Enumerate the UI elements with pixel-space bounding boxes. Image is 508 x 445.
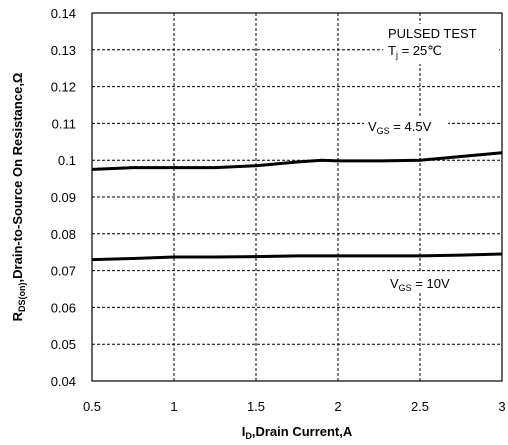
y-tick-labels: 0.04 0.05 0.06 0.07 0.08 0.09 0.1 0.11 0.12 0.13 0…	[51, 6, 76, 389]
series-label-1: VGS = 4.5V	[368, 119, 432, 136]
y-axis-title-main: R	[10, 311, 25, 321]
x-tick-label: 2.5	[411, 399, 429, 414]
series-label-bg-2	[386, 273, 466, 293]
y-tick-label: 0.06	[51, 300, 76, 315]
x-tick-label: 2	[334, 399, 341, 414]
y-axis-title-rest: ,Drain-to-Source On Resistance,Ω	[10, 73, 25, 283]
series-label-bg-1	[364, 116, 448, 136]
series-label-1-main: V	[368, 119, 377, 134]
series-line-1	[91, 151, 503, 171]
series-label-2-main: V	[390, 276, 399, 291]
series-label-2: VGS = 10V	[390, 276, 450, 293]
series-line-2	[91, 252, 503, 262]
tj-rest: = 25℃	[398, 43, 442, 58]
x-axis-title-main: I	[242, 424, 246, 439]
test-note-line1: PULSED TEST	[388, 26, 477, 41]
grid-layer	[92, 13, 502, 381]
x-axis-title-rest: ,Drain Current,A	[252, 424, 353, 439]
test-note-bg	[383, 24, 499, 64]
y-tick-label: 0.1	[58, 153, 76, 168]
series-label-2-sub: GS	[399, 283, 412, 293]
y-tick-label: 0.05	[51, 337, 76, 352]
y-tick-label: 0.07	[51, 264, 76, 279]
x-tick-label: 1	[170, 399, 177, 414]
tj-sub: j	[395, 50, 398, 60]
series-layer	[91, 151, 503, 262]
x-axis-title-sub: D	[245, 431, 252, 441]
y-axis-title-sub: DS(on)	[17, 282, 27, 312]
series-label-2-rest: = 10V	[412, 276, 450, 291]
test-note-line2: Tj = 25℃	[388, 43, 442, 60]
series-label-1-rest: = 4.5V	[390, 119, 432, 134]
x-tick-label: 0.5	[83, 399, 101, 414]
y-tick-label: 0.09	[51, 190, 76, 205]
y-tick-label: 0.14	[51, 6, 76, 21]
y-tick-label: 0.08	[51, 227, 76, 242]
tj-main: T	[388, 43, 396, 58]
series-label-1-sub: GS	[377, 126, 390, 136]
y-axis-title: RDS(on),Drain-to-Source On Resistance,Ω	[10, 73, 27, 322]
x-tick-label: 3	[498, 399, 505, 414]
x-axis-title: ID,Drain Current,A	[242, 424, 353, 441]
plot-frame	[91, 12, 503, 382]
y-tick-label: 0.11	[52, 116, 76, 131]
y-tick-label: 0.13	[51, 43, 76, 58]
x-tick-labels: 0.5 1 1.5 2 2.5 3	[83, 399, 506, 414]
y-tick-label: 0.12	[51, 80, 76, 95]
y-tick-label: 0.04	[51, 374, 76, 389]
x-tick-label: 1.5	[247, 399, 265, 414]
